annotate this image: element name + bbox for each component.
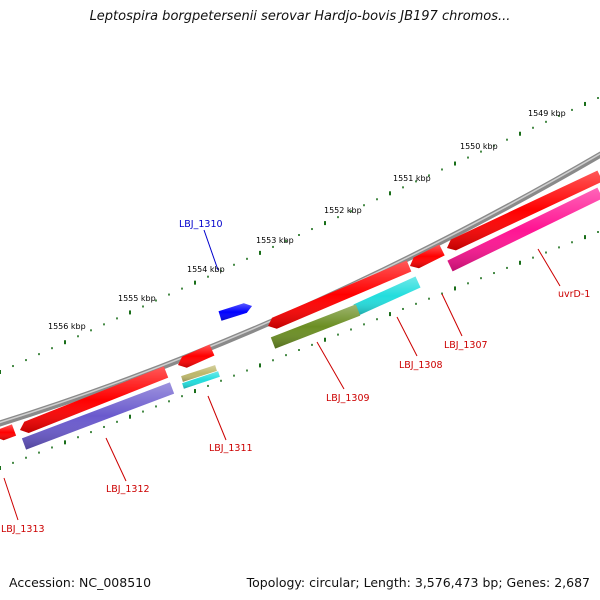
tick-label-1554: 1554 kbp (187, 265, 225, 274)
feature-cog-lbj-1311-a (181, 365, 217, 382)
tick-label-1550: 1550 kbp (460, 142, 498, 151)
tick-label-1556: 1556 kbp (48, 322, 86, 331)
gene-label-lbj-1312[interactable]: LBJ_1312 (106, 484, 150, 495)
feature-cog-uvrd-1 (447, 187, 600, 272)
tick-label-1551: 1551 kbp (393, 174, 431, 183)
feature-cds-lbj-1312 (20, 366, 169, 433)
leader-lbj-1308 (396, 316, 418, 357)
gene-label-lbj-1307[interactable]: LBJ_1307 (444, 340, 488, 351)
label-leaders (3, 229, 561, 521)
inner-tick-ring (0, 231, 599, 470)
feature-cog-lbj-1312 (21, 382, 175, 450)
gene-label-uvrd-1[interactable]: uvrD-1 (558, 289, 590, 300)
accession-text: Accession: NC_008510 (9, 575, 152, 590)
leader-uvrd-1 (537, 248, 561, 287)
feature-cog-lbj-1311-b (182, 371, 220, 389)
feature-lbj-1310 (218, 303, 252, 321)
feature-cds-lbj-1308 (268, 260, 412, 329)
backbone-line (0, 151, 600, 427)
feature-cds-lbj-1309 (178, 344, 215, 368)
gene-label-lbj-1308[interactable]: LBJ_1308 (399, 360, 443, 371)
feature-cds-uvrd-1 (447, 170, 600, 251)
tick-label-1555: 1555 kbp (118, 294, 156, 303)
feature-cds-lbj-1313 (0, 424, 17, 441)
feature-cog-lbj-1308 (353, 276, 421, 316)
gene-label-lbj-1311[interactable]: LBJ_1311 (209, 443, 253, 454)
leader-lbj-1307 (441, 293, 463, 337)
leader-lbj-1312 (105, 437, 127, 482)
feature-tracks (0, 170, 600, 450)
leader-lbj-1310 (203, 229, 219, 271)
tick-label-1553: 1553 kbp (256, 236, 294, 245)
backbone (0, 151, 600, 427)
tick-label-1549: 1549 kbp (528, 109, 566, 118)
gene-label-lbj-1309[interactable]: LBJ_1309 (326, 393, 370, 404)
leader-lbj-1309 (316, 341, 345, 390)
gene-label-lbj-1310[interactable]: LBJ_1310 (179, 219, 223, 230)
outer-tick-ring (0, 97, 599, 374)
tick-label-1552: 1552 kbp (324, 206, 362, 215)
leader-lbj-1313 (3, 477, 19, 521)
map-labels: 1549 kbp 1550 kbp 1551 kbp 1552 kbp 1553… (1, 109, 590, 535)
feature-cds-lbj-1307 (410, 244, 445, 269)
feature-cog-lbj-1309 (270, 304, 361, 349)
backbone-highlight (0, 153, 600, 424)
map-title: Leptospira borgpetersenii serovar Hardjo… (89, 9, 511, 24)
leader-lbj-1311 (207, 395, 227, 441)
gene-label-lbj-1313[interactable]: LBJ_1313 (1, 524, 45, 535)
genome-stats-text: Topology: circular; Length: 3,576,473 bp… (246, 575, 590, 590)
